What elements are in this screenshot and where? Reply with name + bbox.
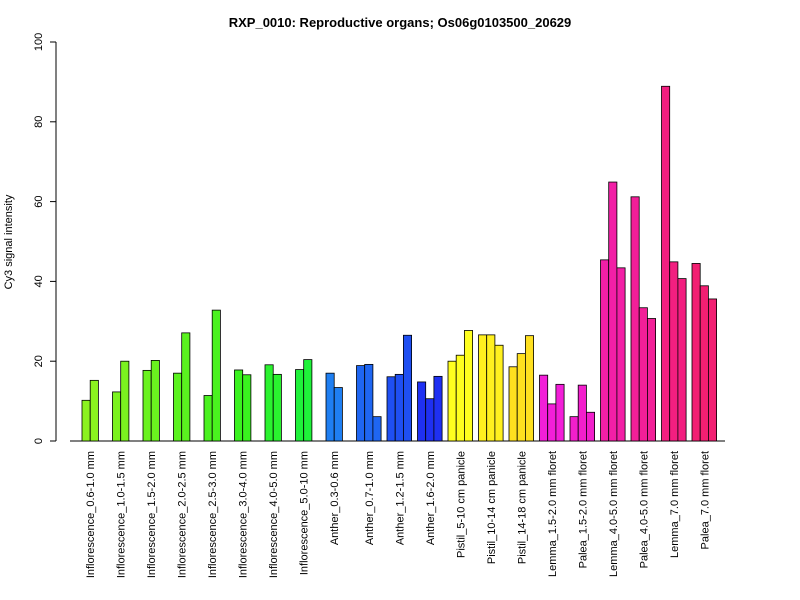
bar — [372, 416, 382, 442]
bar — [691, 263, 701, 442]
bar — [661, 85, 671, 442]
bar — [547, 403, 557, 442]
bars — [81, 85, 718, 442]
bar — [120, 360, 130, 442]
bar — [433, 375, 443, 442]
bar — [669, 261, 679, 442]
bar — [494, 344, 504, 442]
bar — [402, 334, 412, 442]
bar — [211, 309, 221, 442]
y-tick-label: 80 — [33, 116, 45, 128]
y-tick-label: 100 — [33, 33, 45, 51]
category-label: Lemma_1.5-2.0 mm floret — [547, 451, 559, 577]
bar — [272, 373, 282, 442]
bar — [173, 372, 183, 442]
category-label: Palea_7.0 mm floret — [699, 451, 711, 549]
bar — [447, 360, 457, 442]
bar — [356, 365, 366, 442]
bar — [486, 334, 496, 442]
bar — [455, 354, 465, 442]
category-label: Inflorescence_2.0-2.5 mm — [177, 451, 189, 578]
y-tick-label: 60 — [33, 195, 45, 207]
category-label: Inflorescence_4.0-5.0 mm — [268, 451, 280, 578]
bar — [242, 374, 252, 442]
y-tick-label: 20 — [33, 355, 45, 367]
bar — [525, 335, 535, 442]
bar — [333, 387, 343, 442]
category-label: Palea_4.0-5.0 mm floret — [638, 451, 650, 568]
y-tick-label: 0 — [33, 438, 45, 444]
bar — [417, 381, 427, 442]
category-label: Anther_1.6-2.0 mm — [425, 451, 437, 545]
bar — [647, 318, 657, 442]
bar — [708, 298, 718, 442]
category-labels: Inflorescence_0.6-1.0 mm Inflorescence_1.… — [85, 451, 711, 578]
bar — [699, 285, 709, 442]
bar — [608, 181, 618, 442]
bar — [463, 330, 473, 442]
bar — [425, 398, 435, 442]
category-label: Anther_0.3-0.6 mm — [329, 451, 341, 545]
bar — [394, 373, 404, 442]
bar — [325, 372, 335, 442]
bar — [630, 196, 640, 442]
bar — [81, 399, 91, 442]
bar — [203, 395, 213, 442]
category-label: Palea_1.5-2.0 mm floret — [577, 451, 589, 568]
bar — [516, 353, 526, 442]
y-axis: 0 20 40 60 80 100 — [33, 33, 57, 444]
bar — [142, 369, 152, 442]
bar — [478, 334, 488, 442]
category-label: Inflorescence_3.0-4.0 mm — [238, 451, 250, 578]
y-tick-label: 40 — [33, 275, 45, 287]
bar — [600, 259, 610, 442]
bar — [555, 383, 565, 442]
category-label: Lemma_7.0 mm floret — [669, 451, 681, 558]
bar — [295, 369, 305, 442]
bar — [303, 359, 313, 442]
bar — [112, 391, 122, 442]
category-label: Inflorescence_0.6-1.0 mm — [85, 451, 97, 578]
category-label: Inflorescence_1.0-1.5 mm — [116, 451, 128, 578]
bar — [264, 364, 274, 442]
category-label: Pistil_14-18 cm panicle — [516, 451, 528, 564]
category-label: Inflorescence_2.5-3.0 mm — [207, 451, 219, 578]
bar — [150, 360, 160, 442]
bar — [586, 411, 596, 442]
category-label: Anther_0.7-1.0 mm — [364, 451, 376, 545]
category-label: Anther_1.2-1.5 mm — [394, 451, 406, 545]
bar — [386, 376, 396, 442]
category-label: Pistil_10-14 cm panicle — [486, 451, 498, 564]
category-label: Inflorescence_5.0-10 mm — [299, 451, 311, 575]
bar — [508, 366, 518, 442]
chart-title: RXP_0010: Reproductive organs; Os06g0103… — [229, 15, 572, 30]
bar — [677, 278, 687, 442]
bar — [539, 374, 549, 442]
bar — [181, 332, 191, 442]
bar — [89, 379, 99, 442]
y-axis-label: Cy3 signal intensity — [3, 194, 15, 289]
category-label: Lemma_4.0-5.0 mm floret — [608, 451, 620, 577]
bar — [616, 267, 626, 442]
category-label: Pistil_5-10 cm panicle — [455, 451, 467, 558]
bar — [569, 416, 579, 442]
bar — [234, 369, 244, 442]
bar — [364, 363, 374, 442]
category-label: Inflorescence_1.5-2.0 mm — [146, 451, 158, 578]
bar — [577, 384, 587, 442]
bar — [638, 307, 648, 442]
